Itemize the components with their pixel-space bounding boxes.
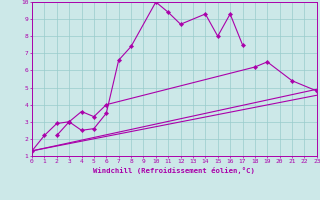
X-axis label: Windchill (Refroidissement éolien,°C): Windchill (Refroidissement éolien,°C) (93, 167, 255, 174)
